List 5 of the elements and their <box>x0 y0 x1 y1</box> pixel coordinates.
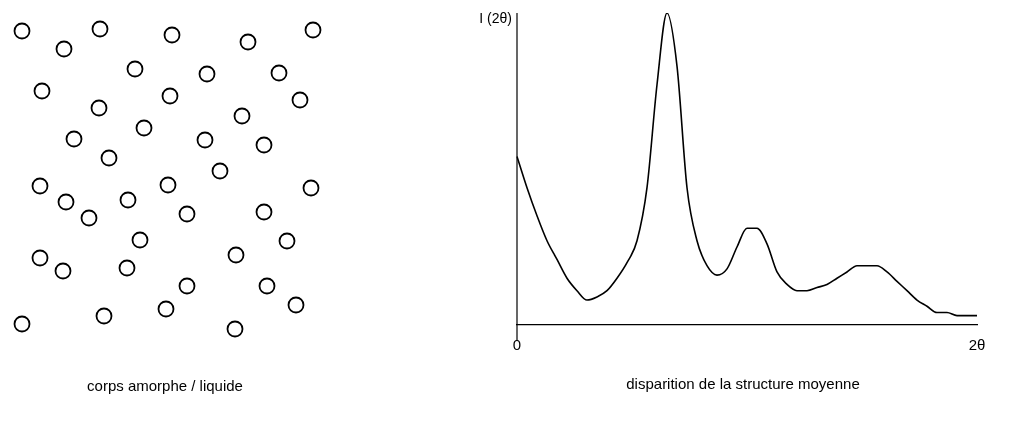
y-axis-title: I (2θ) <box>479 9 512 26</box>
text: corps amorphe / liquide <box>87 377 243 394</box>
x-tick-label: 2θ <box>968 336 986 354</box>
text: disparition de la structure moyenne <box>626 374 860 392</box>
x-tick-label: 0 <box>512 336 522 354</box>
